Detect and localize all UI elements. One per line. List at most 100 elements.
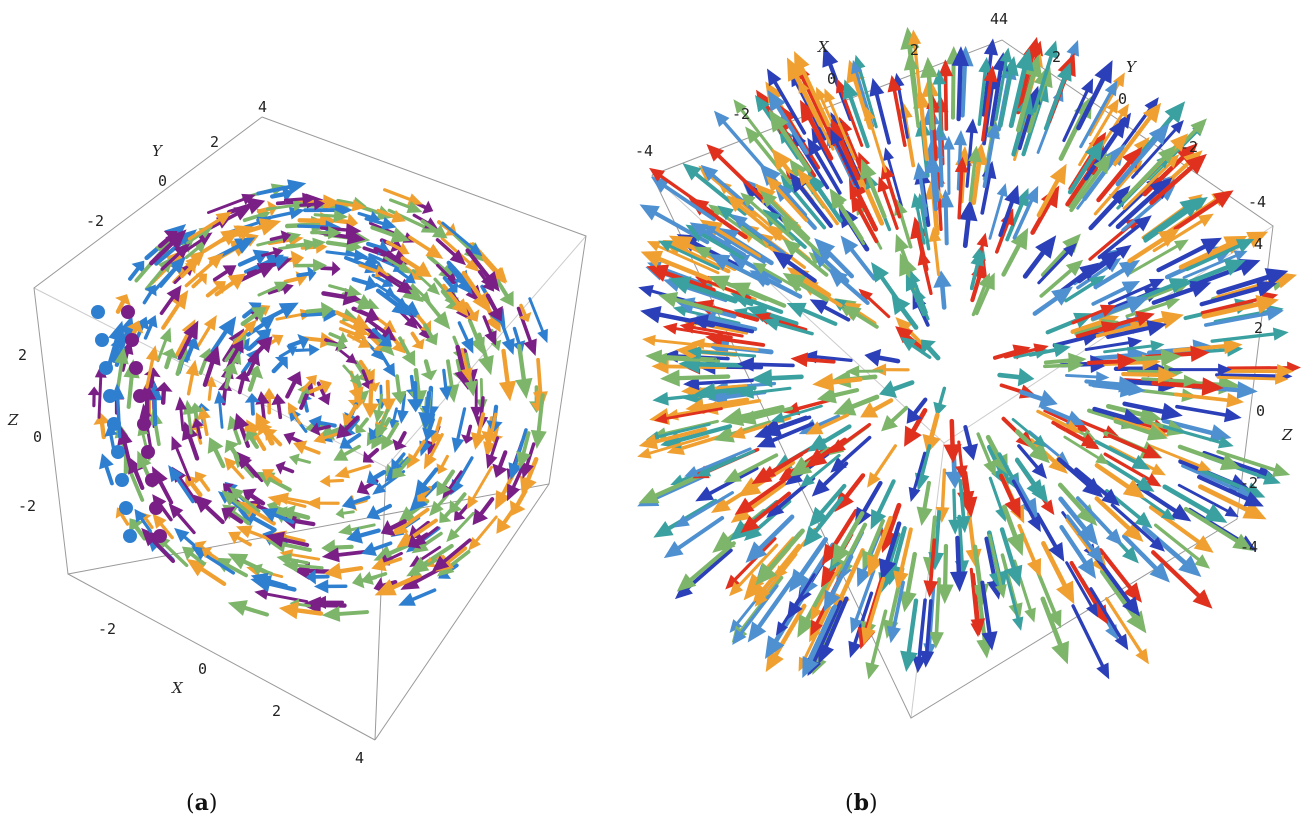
arrow-shaft	[271, 360, 284, 374]
arrow-head	[368, 210, 381, 224]
arrow-head	[254, 588, 269, 600]
arrow-shaft	[516, 306, 532, 343]
arrow-head	[883, 147, 895, 162]
arrow-shaft	[1045, 318, 1079, 335]
arrow-shaft	[1001, 504, 1018, 539]
arrow-head	[1081, 78, 1094, 95]
arrow-head	[287, 402, 299, 415]
arrow-shaft	[411, 284, 425, 297]
arrow-head	[246, 197, 266, 215]
arrow-shaft	[1011, 418, 1039, 441]
arrow-head	[799, 99, 819, 124]
arrow-head	[752, 583, 771, 603]
arrow-head	[364, 275, 378, 292]
arrow-head	[174, 527, 190, 543]
arrow-shaft	[294, 348, 311, 352]
arrow-shaft	[397, 457, 411, 473]
arrow-head	[807, 137, 823, 157]
arrow-shaft	[240, 312, 258, 326]
arrow-shaft	[992, 350, 1017, 360]
arrow-head	[380, 216, 397, 231]
arrow-shaft	[761, 553, 798, 598]
arrow-head	[1084, 139, 1104, 162]
arrow-shaft	[929, 122, 937, 168]
arrow-head	[251, 563, 263, 576]
arrow-shaft	[686, 548, 733, 590]
arrow-shaft	[427, 412, 436, 432]
arrow-head	[400, 574, 420, 590]
arrow-head	[877, 176, 890, 193]
arrow-head	[959, 496, 978, 518]
arrow-head	[161, 348, 179, 360]
arrow-shaft	[998, 200, 1014, 238]
arrow-head	[1027, 515, 1041, 533]
arrow-head	[729, 519, 753, 541]
arrow-shaft	[447, 264, 465, 284]
arrow-shaft	[251, 508, 276, 526]
arrow-shaft	[442, 368, 448, 389]
arrow-head	[141, 445, 155, 459]
arrow-shaft	[318, 420, 337, 428]
arrow-head	[530, 429, 547, 449]
arrow-shaft	[657, 257, 710, 281]
arrow-shaft	[390, 573, 422, 590]
arrow-head	[207, 437, 224, 454]
arrow-shaft	[882, 188, 899, 230]
arrow-head	[171, 289, 189, 310]
arrow-shaft	[791, 226, 824, 257]
arrow-shaft	[812, 600, 843, 663]
arrow-head	[93, 412, 111, 425]
arrow-shaft	[818, 413, 850, 430]
arrow-head	[1271, 462, 1291, 477]
arrow-head	[287, 179, 307, 195]
arrow-shaft	[663, 270, 716, 293]
arrow-head	[1051, 640, 1069, 665]
arrow-head	[302, 192, 317, 206]
arrow-head	[834, 490, 854, 513]
arrow-shaft	[799, 537, 829, 577]
arrow-shaft	[1104, 459, 1142, 485]
arrow-head	[380, 398, 397, 413]
arrow-shaft	[1091, 286, 1127, 306]
arrow-head	[129, 518, 144, 533]
arrow-shaft	[1014, 429, 1038, 452]
arrow-shaft	[249, 493, 266, 506]
arrow-head	[1142, 102, 1162, 124]
arrow-shaft	[343, 444, 361, 457]
arrow-head	[1010, 227, 1029, 251]
arrow-head	[374, 423, 388, 439]
panel-b-y-tick: -4	[1248, 193, 1266, 211]
arrow-head	[411, 338, 425, 350]
arrow-head	[464, 380, 478, 397]
arrow-head	[912, 656, 927, 674]
arrow-shaft	[775, 185, 809, 223]
arrow-shaft	[830, 376, 863, 385]
arrow-head	[639, 204, 660, 221]
arrow-head	[1160, 348, 1182, 367]
arrow-shaft	[378, 350, 391, 368]
arrow-head	[242, 319, 258, 334]
arrow-head	[985, 121, 1001, 140]
arrow-head	[404, 315, 418, 330]
arrow-head	[137, 417, 151, 431]
arrow-shaft	[436, 263, 451, 279]
arrow-head	[406, 452, 421, 470]
arrow-shaft	[799, 281, 829, 302]
arrow-shaft	[1074, 467, 1109, 497]
arrow-head	[466, 495, 479, 510]
arrow-shaft	[385, 240, 402, 251]
arrow-head	[422, 427, 437, 442]
arrow-shaft	[724, 260, 770, 286]
arrow-shaft	[112, 345, 120, 364]
arrow-head	[642, 334, 656, 347]
arrow-head	[688, 197, 710, 216]
arrow-head	[378, 333, 392, 347]
arrow-head	[1173, 239, 1189, 252]
arrow-head	[789, 172, 808, 193]
arrow-head	[265, 531, 285, 548]
arrow-head	[1024, 185, 1039, 204]
arrow-head	[487, 305, 503, 322]
arrow-shaft	[367, 319, 387, 334]
arrow-shaft	[373, 246, 398, 260]
arrow-shaft	[454, 492, 467, 507]
